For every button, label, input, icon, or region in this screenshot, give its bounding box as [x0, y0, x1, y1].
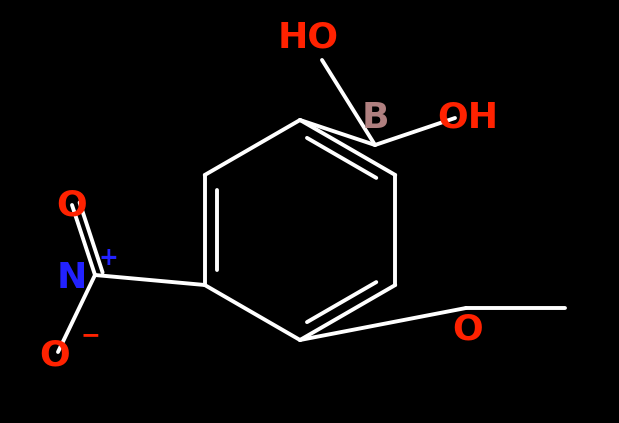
- Text: N: N: [57, 261, 87, 295]
- Text: HO: HO: [277, 21, 339, 55]
- Text: OH: OH: [438, 101, 498, 135]
- Text: O: O: [40, 338, 71, 372]
- Text: −: −: [80, 323, 100, 347]
- Text: O: O: [452, 313, 483, 347]
- Text: B: B: [361, 101, 389, 135]
- Text: O: O: [56, 188, 87, 222]
- Text: +: +: [98, 246, 118, 270]
